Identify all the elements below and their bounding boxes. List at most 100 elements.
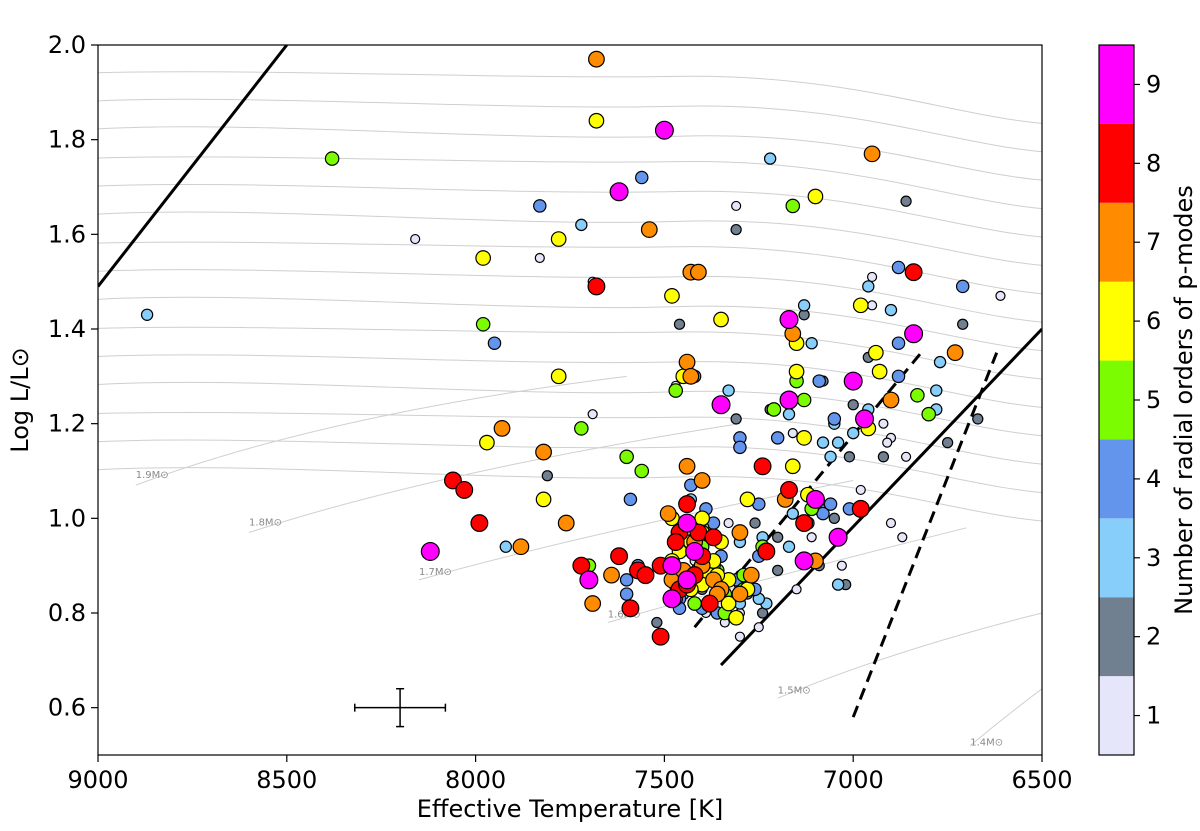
data-point-n6 [475,250,492,266]
data-point-n6 [713,311,729,328]
x-tick-label: 8000 [445,766,506,794]
data-point-n4 [733,440,747,455]
data-point-n6 [550,368,567,385]
data-point-n9 [609,182,629,202]
data-point-n7 [603,566,620,584]
evolutionary-track [135,375,627,486]
evolutionary-track [98,467,1042,522]
data-point-n3 [575,218,588,232]
data-point-n1 [791,584,802,595]
data-point-n4 [891,260,906,275]
data-point-n8 [704,528,723,547]
data-point-n7 [946,344,964,362]
data-point-n3 [782,540,796,553]
data-point-n2 [843,451,856,463]
data-point-n5 [921,406,937,422]
data-point-n7 [678,457,696,475]
colorbar-tick-label: 3 [1146,544,1161,572]
data-point-n4 [634,170,649,185]
evolutionary-track [98,126,1042,181]
y-tick-label: 1.6 [48,220,86,248]
evolutionary-track [98,241,1042,295]
red-edge-solid-line [719,327,1042,667]
data-point-n6 [535,491,552,508]
data-point-n1 [787,428,798,439]
data-point-n8 [621,599,640,618]
data-point-n8 [572,556,591,575]
data-point-n2 [772,531,784,543]
data-point-n3 [782,408,796,421]
data-point-n2 [730,413,742,425]
x-tick-label: 6500 [1011,766,1072,794]
y-tick-label: 0.6 [48,694,86,722]
data-point-n7 [493,420,511,437]
scatter-points [140,50,1006,646]
data-point-n8 [795,514,814,533]
data-point-n2 [673,318,686,330]
data-point-n4 [487,336,502,350]
colorbar-segment [1099,676,1134,755]
data-point-n5 [796,392,812,408]
data-point-n9 [654,120,674,140]
data-point-n1 [836,560,847,571]
data-point-n4 [619,573,634,587]
data-point-n1 [900,451,912,462]
data-point-n6 [788,363,805,380]
evolutionary-track [98,98,1042,153]
data-point-n7 [731,585,749,603]
data-point-n3 [933,355,947,369]
y-tick-label: 1.8 [48,126,86,154]
data-point-n8 [455,480,474,499]
data-point-n1 [866,300,878,311]
evolutionary-track [777,612,1042,699]
data-point-n9 [843,371,863,391]
y-tick-label: 0.8 [48,599,86,627]
data-point-n7 [678,353,696,371]
evolutionary-track [98,381,1042,437]
data-point-n3 [797,299,811,312]
x-tick-label: 7000 [823,766,884,794]
data-point-n6 [852,297,869,314]
data-point-n8 [587,277,606,296]
data-point-n5 [687,596,702,611]
data-point-n8 [470,514,489,533]
data-point-n7 [659,505,677,522]
data-point-n2 [957,318,969,330]
plot-frame [97,44,1043,756]
data-point-n1 [587,409,598,420]
mass-track-label: 1.8M⊙ [249,517,282,528]
data-point-n3 [847,426,860,440]
mass-track-label: 1.6M⊙ [608,610,641,621]
y-tick-label: 2.0 [48,31,86,59]
colorbar-tick-label: 2 [1146,623,1161,651]
data-point-n4 [823,497,838,511]
data-point-n5 [475,316,491,332]
data-point-n4 [891,369,906,384]
data-point-n1 [734,631,746,642]
colorbar-tick-label: 9 [1146,70,1161,98]
data-point-n8 [851,499,870,518]
data-point-n6 [784,458,801,475]
colorbar-label: Number of radial orders of p-modes [1170,185,1198,615]
data-point-n1 [866,271,878,283]
data-point-n7 [731,524,749,541]
data-point-n7 [682,367,700,385]
data-point-n5 [324,151,340,166]
data-point-n3 [786,507,799,520]
data-point-n9 [677,570,697,590]
colorbar-segment [1099,439,1134,519]
y-axis-label: Log L/L⊙ [6,347,34,452]
data-point-n4 [812,374,826,388]
evolutionary-track [98,71,1042,124]
colorbar-segment [1099,281,1134,361]
data-point-n3 [816,436,830,449]
data-point-n8 [678,495,697,514]
data-point-n3 [884,303,898,317]
data-point-n8 [610,547,629,566]
mass-track-label: 1.5M⊙ [778,685,811,696]
data-point-n4 [623,492,638,507]
data-point-n8 [904,263,923,282]
colorbar-frame [1098,44,1135,756]
data-point-n5 [574,421,589,436]
